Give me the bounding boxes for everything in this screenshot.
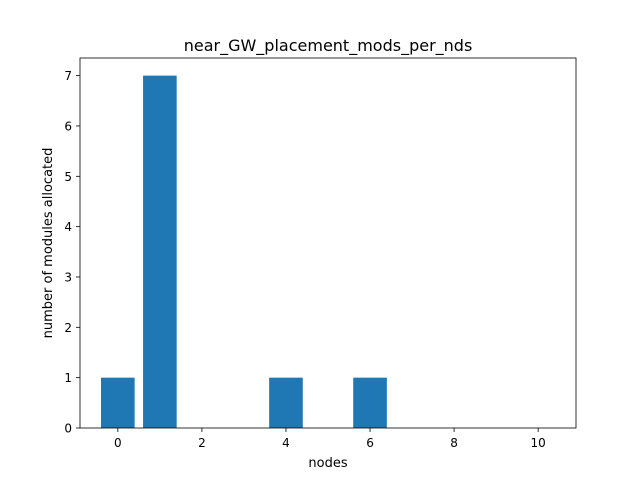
y-tick-label: 7 bbox=[64, 69, 72, 83]
x-tick-label: 2 bbox=[198, 436, 206, 450]
x-tick-label: 8 bbox=[450, 436, 458, 450]
y-tick-label: 5 bbox=[64, 170, 72, 184]
bar-node-6 bbox=[353, 377, 387, 428]
chart-title: near_GW_placement_mods_per_nds bbox=[184, 36, 473, 56]
x-axis-label: nodes bbox=[308, 456, 347, 471]
x-tick-label: 10 bbox=[531, 436, 546, 450]
plot-area-frame bbox=[79, 57, 577, 429]
x-tick-label: 6 bbox=[366, 436, 374, 450]
y-tick-label: 4 bbox=[64, 220, 72, 234]
y-axis-label: number of modules allocated bbox=[41, 148, 56, 339]
y-tick-label: 2 bbox=[64, 321, 72, 335]
y-tick-label: 3 bbox=[64, 270, 72, 284]
bars-group bbox=[101, 75, 387, 428]
x-axis-ticks: 0 2 4 6 8 10 bbox=[114, 428, 546, 450]
y-tick-label: 6 bbox=[64, 119, 72, 133]
bar-node-4 bbox=[269, 377, 303, 428]
y-axis-ticks: 0 1 2 3 4 5 6 7 bbox=[64, 69, 80, 436]
x-tick-label: 4 bbox=[282, 436, 290, 450]
bar-node-0 bbox=[101, 377, 135, 428]
bar-node-1 bbox=[143, 75, 177, 428]
y-tick-label: 1 bbox=[64, 371, 72, 385]
y-tick-label: 0 bbox=[64, 422, 72, 436]
x-tick-label: 0 bbox=[114, 436, 122, 450]
